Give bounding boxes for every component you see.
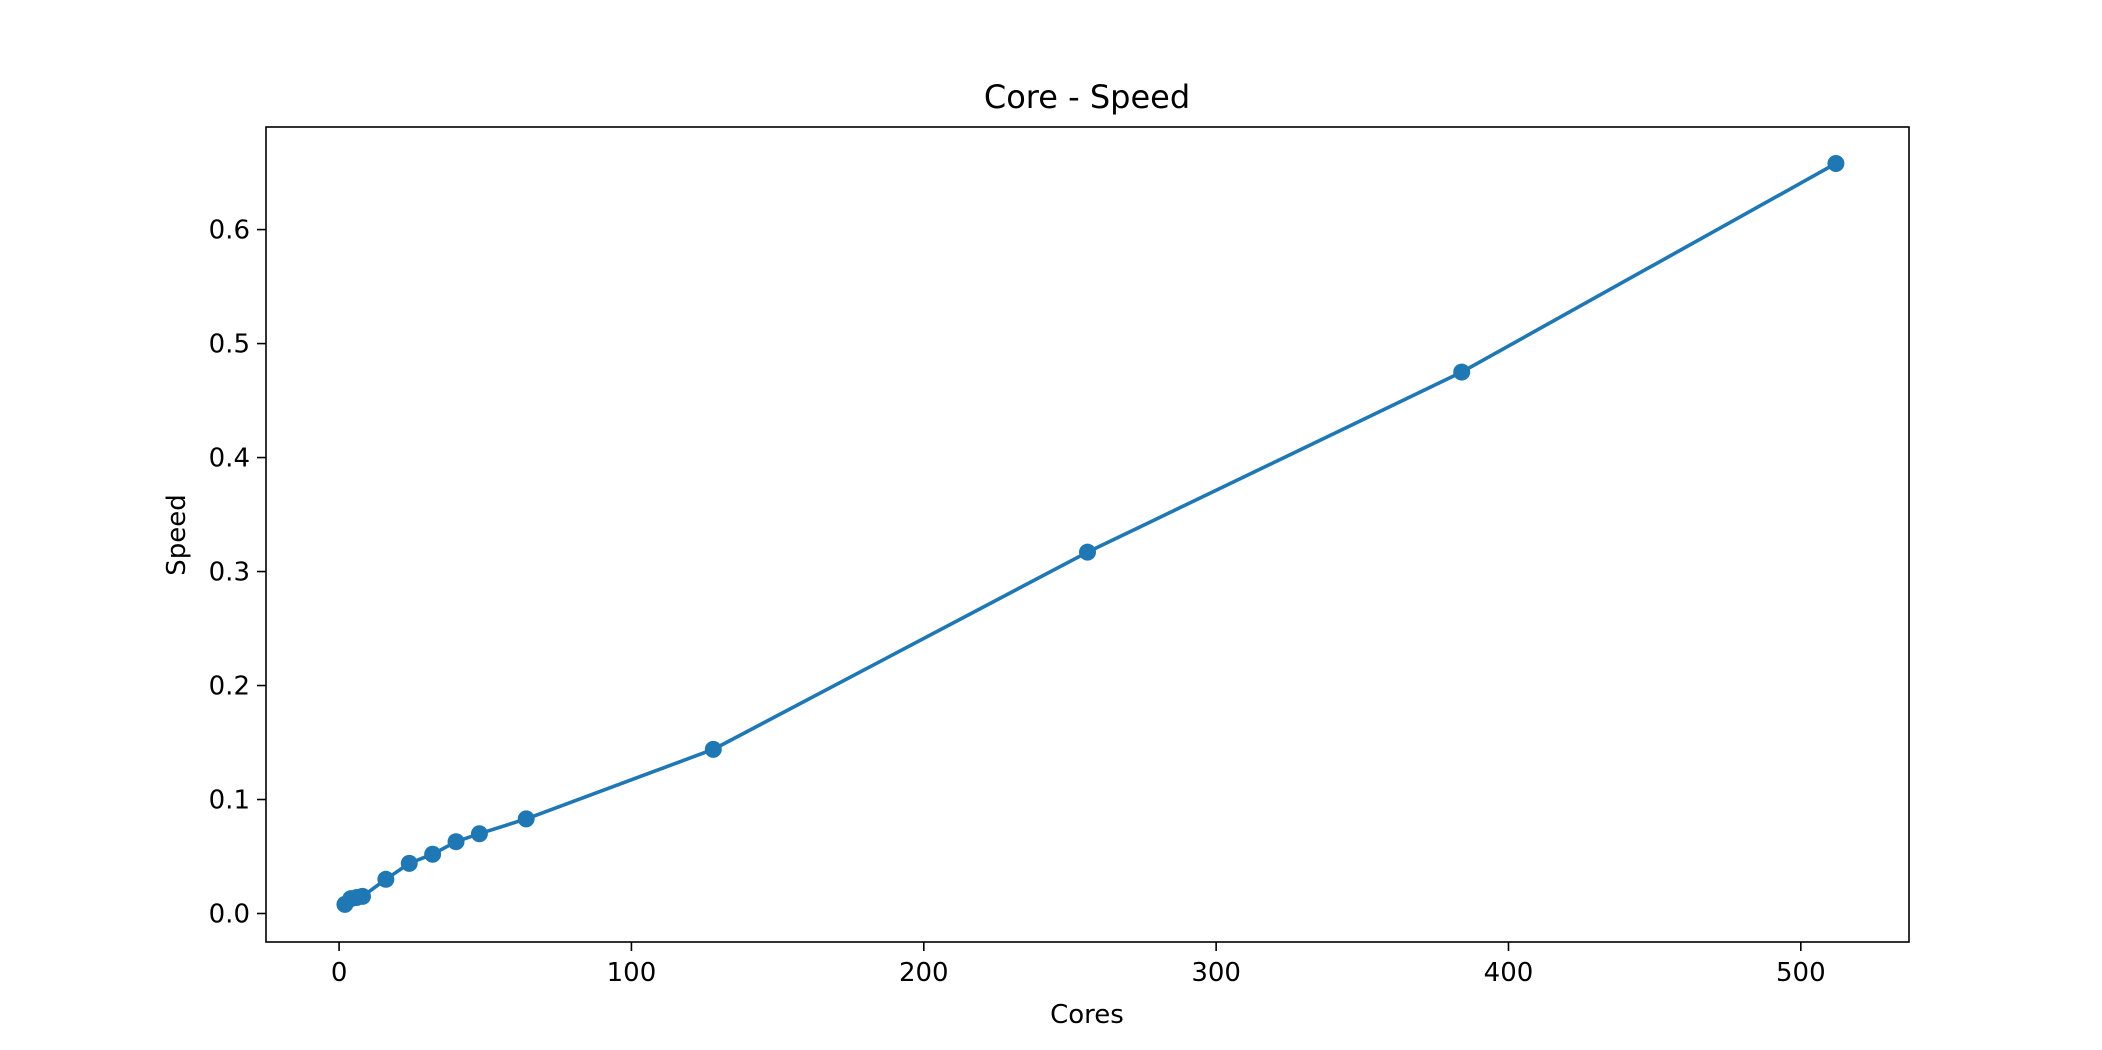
x-tick-label: 200 [899, 958, 949, 988]
data-point [517, 810, 535, 828]
series-line [343, 161, 1837, 906]
data-point [1827, 154, 1845, 172]
y-tick-label: 0.2 [209, 672, 250, 702]
y-axis-label: Speed [162, 494, 192, 576]
y-tick-label: 0.4 [209, 444, 250, 474]
x-tick-label: 0 [331, 958, 348, 988]
x-tick-label: 500 [1776, 958, 1826, 988]
data-point [353, 887, 371, 905]
plot-area-frame [265, 126, 1910, 943]
x-axis-label: Cores [1050, 1000, 1124, 1030]
data-point [424, 845, 442, 863]
x-tick-label: 100 [607, 958, 657, 988]
x-tick-label: 300 [1191, 958, 1241, 988]
y-tick-label: 0.0 [209, 900, 250, 930]
y-tick-label: 0.1 [209, 786, 250, 816]
data-point [1079, 543, 1096, 561]
data-point [470, 825, 488, 843]
chart-title: Core - Speed [984, 78, 1190, 116]
x-tick-label: 400 [1484, 958, 1534, 988]
data-point [400, 854, 418, 872]
x-axis: 0 100 200 300 400 500 [331, 942, 1826, 988]
data-point [704, 740, 722, 758]
series-layer [336, 154, 1845, 913]
y-tick-label: 0.6 [209, 216, 250, 246]
data-point [1453, 363, 1471, 381]
data-point [447, 833, 465, 851]
y-tick-label: 0.3 [209, 558, 250, 588]
data-point [377, 870, 395, 888]
y-tick-label: 0.5 [209, 330, 250, 360]
y-axis: 0.0 0.1 0.2 0.3 0.4 0.5 0.6 [209, 216, 266, 930]
